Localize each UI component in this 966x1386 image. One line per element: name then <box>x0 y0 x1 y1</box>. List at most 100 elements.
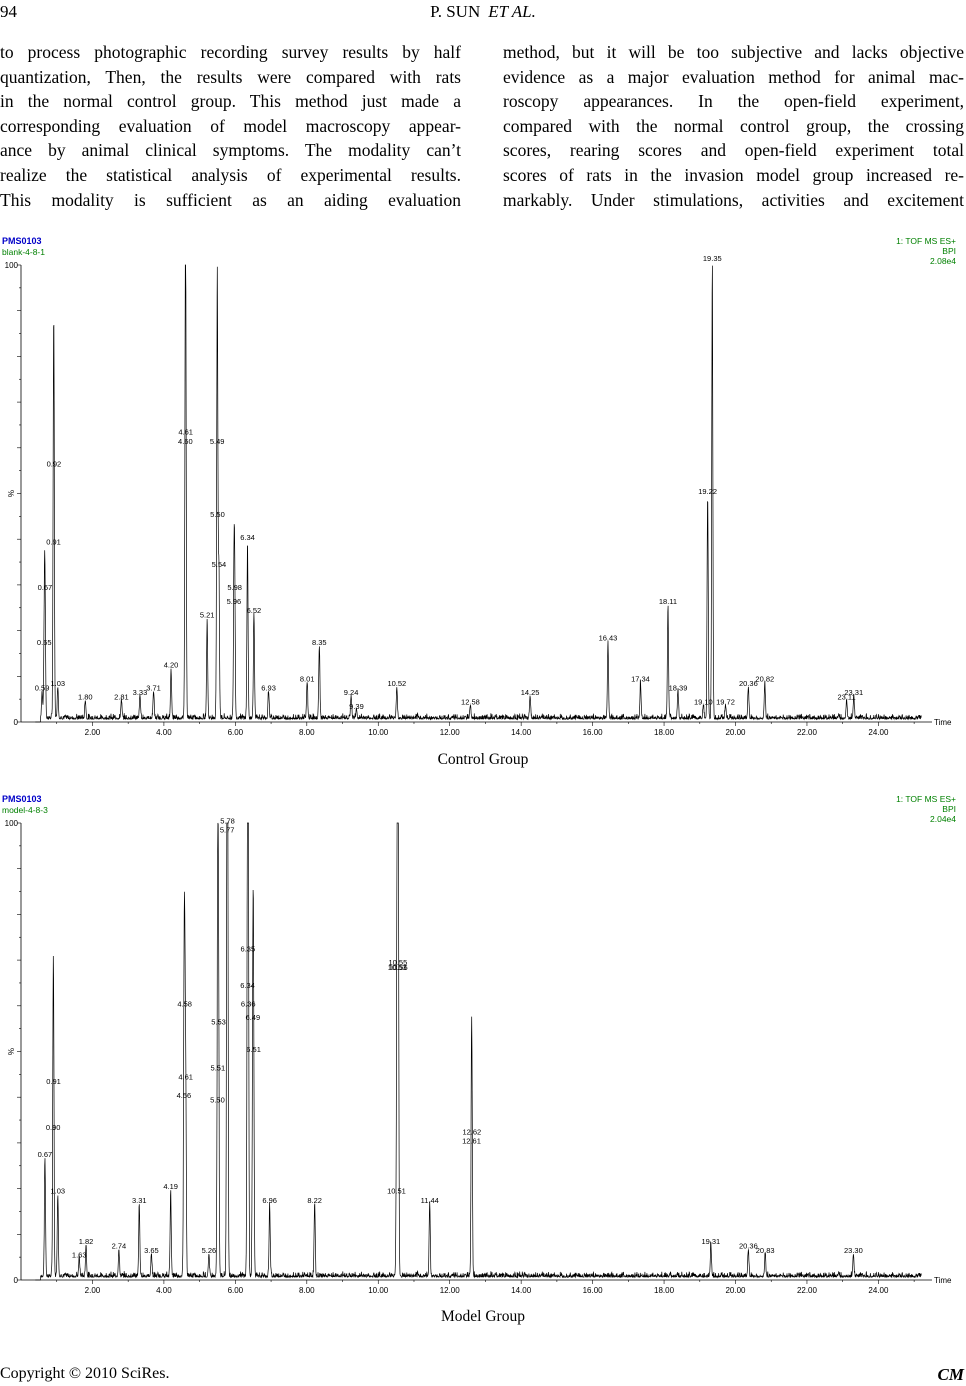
text-line: method, but it will be too subjective an… <box>503 42 964 62</box>
x-tick-label: 22.00 <box>797 1286 818 1295</box>
peak-label: 6.51 <box>246 1045 261 1054</box>
x-tick-label: 14.00 <box>511 1286 532 1295</box>
x-tick-label: 4.00 <box>156 1286 172 1295</box>
peak-label: 5.26 <box>202 1246 217 1255</box>
x-tick-label: 12.00 <box>440 728 461 737</box>
peak-label: 19.10 <box>694 697 713 706</box>
figure-caption-model: Model Group <box>441 1308 525 1325</box>
peak-label: 19.35 <box>703 254 722 263</box>
running-head-etal: ET AL. <box>488 2 536 21</box>
peak-label: 5.77 <box>220 826 235 835</box>
peak-label: 0.92 <box>47 460 62 469</box>
peak-label: 3.65 <box>144 1246 159 1255</box>
peak-label: 4.61 <box>178 428 193 437</box>
text-line: quantization, Then, the results were com… <box>0 66 461 87</box>
text-line: scores of rats in the invasion model gro… <box>503 164 964 185</box>
peak-label: 20.36 <box>739 1242 758 1251</box>
peak-label: 5.21 <box>200 610 215 619</box>
peak-label: 5.53 <box>211 1018 226 1027</box>
peak-label: 5.51 <box>211 1063 226 1072</box>
x-tick-label: 16.00 <box>583 1286 604 1295</box>
sample-name: blank-4-8-1 <box>2 247 45 257</box>
peak-label: 17.34 <box>631 674 650 683</box>
y-axis-label: % <box>7 1048 16 1055</box>
text-line: ance by animal clinical symptoms. The mo… <box>0 140 461 161</box>
peak-label: 8.35 <box>312 638 327 647</box>
y-tick-label: 100 <box>5 819 19 828</box>
peak-label: 4.56 <box>177 1091 192 1100</box>
x-tick-label: 10.00 <box>368 728 389 737</box>
peak-label: 20.36 <box>739 679 758 688</box>
peak-label: 20.82 <box>755 674 774 683</box>
peak-label: 8.22 <box>307 1196 322 1205</box>
peak-label: 0.65 <box>37 638 52 647</box>
x-tick-label: 18.00 <box>654 1286 675 1295</box>
x-tick-label: 6.00 <box>228 1286 244 1295</box>
peak-label: 3.71 <box>146 684 161 693</box>
text-line: to process photographic recording survey… <box>0 42 461 62</box>
figure-caption-control: Control Group <box>437 751 529 768</box>
peak-label: 5.50 <box>210 510 225 519</box>
peak-label: 4.19 <box>163 1182 178 1191</box>
peak-label: 6.93 <box>261 684 276 693</box>
peak-label: 6.36 <box>241 999 256 1008</box>
peak-label: 4.20 <box>164 661 179 670</box>
peak-label: 19.72 <box>716 697 735 706</box>
x-tick-label: 22.00 <box>797 728 818 737</box>
x-tick-label: 10.00 <box>368 1286 389 1295</box>
peak-label: 5.49 <box>210 437 225 446</box>
text-line: realize the statistical analysis of expe… <box>0 164 461 185</box>
x-axis-label: Time <box>934 718 952 727</box>
text-line: corresponding evaluation of model macros… <box>0 115 461 136</box>
peak-label: 5.54 <box>212 560 227 569</box>
peak-label: 6.35 <box>241 945 256 954</box>
x-tick-label: 8.00 <box>299 728 315 737</box>
peak-label: 12.62 <box>462 1127 481 1136</box>
peak-label: 1.03 <box>50 1187 65 1196</box>
peak-label: 5.98 <box>227 583 242 592</box>
peak-label: 2.81 <box>114 693 129 702</box>
peak-label: 16.43 <box>599 633 618 642</box>
peak-label: 1.80 <box>78 693 93 702</box>
chromatogram-model: PMS0103 model-4-8-3 1: TOF MS ES+ BPI 2.04e4… <box>0 788 966 1308</box>
peak-label: 9.24 <box>344 688 359 697</box>
peak-label: 10.56 <box>389 963 408 972</box>
peak-label: 3.33 <box>133 688 148 697</box>
peak-label: 10.52 <box>387 679 406 688</box>
peak-label: 6.34 <box>240 981 255 990</box>
peak-label: 3.31 <box>132 1196 147 1205</box>
text-line: in the normal control group. This method… <box>0 91 461 112</box>
peak-label: 0.67 <box>38 1150 53 1159</box>
text-line: This modality is sufficient as an aiding… <box>0 189 461 210</box>
running-head-authors: P. SUN <box>430 2 481 21</box>
peak-label: 18.39 <box>669 684 688 693</box>
chromatogram-trace <box>35 264 922 723</box>
x-tick-label: 24.00 <box>868 728 889 737</box>
peak-label: 20.83 <box>756 1246 775 1255</box>
peak-label: 6.49 <box>246 1013 261 1022</box>
peak-label: 9.39 <box>349 702 364 711</box>
peak-label: 4.61 <box>178 1072 193 1081</box>
y-tick-label: 100 <box>5 261 19 270</box>
peak-label: 5.78 <box>220 817 235 826</box>
detector-label: 1: TOF MS ES+ <box>896 794 956 804</box>
x-tick-label: 6.00 <box>228 728 244 737</box>
intensity-label: 2.04e4 <box>930 814 956 824</box>
peak-label: 8.01 <box>300 674 315 683</box>
text-line: roscopy appearances. In the open-field e… <box>503 91 964 112</box>
body-column-left: to process photographic recording survey… <box>0 40 461 212</box>
peak-label: 14.25 <box>521 688 540 697</box>
x-tick-label: 18.00 <box>654 728 675 737</box>
peak-label: 0.91 <box>46 1077 61 1086</box>
intensity-label: 2.08e4 <box>930 256 956 266</box>
peak-label: 6.52 <box>247 606 262 615</box>
x-tick-label: 2.00 <box>85 728 101 737</box>
footer-journal: CM <box>937 1365 964 1384</box>
peak-label: 19.22 <box>698 487 717 496</box>
peak-label: 5.96 <box>227 597 242 606</box>
peak-label: 0.90 <box>46 1123 61 1132</box>
peak-label: 18.11 <box>659 597 677 606</box>
x-tick-label: 8.00 <box>299 1286 315 1295</box>
peak-label: 1.63 <box>72 1251 87 1260</box>
